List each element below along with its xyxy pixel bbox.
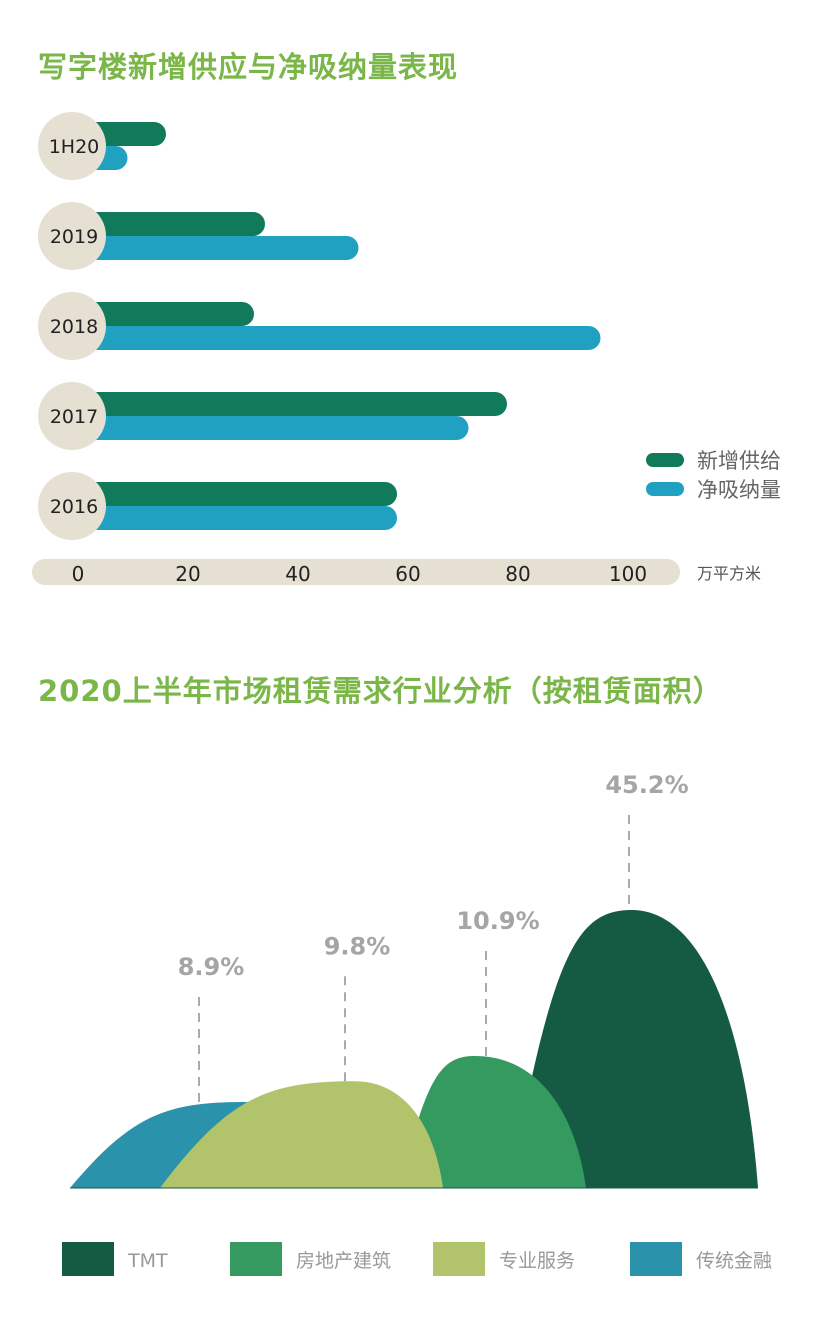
x-axis-band	[32, 559, 680, 585]
chart1-title: 写字楼新增供应与净吸纳量表现	[38, 50, 459, 84]
x-tick-label: 40	[285, 562, 310, 586]
legend-swatch	[646, 453, 684, 467]
legend-swatch	[646, 482, 684, 496]
legend-swatch	[62, 1242, 114, 1276]
category-label: 2016	[50, 496, 98, 518]
bar-supply	[95, 482, 397, 506]
category-badge	[38, 292, 106, 360]
legend-swatch	[630, 1242, 682, 1276]
legend-label: 房地产建筑	[296, 1250, 391, 1272]
value-label: 8.9%	[178, 953, 245, 981]
value-label: 10.9%	[456, 907, 539, 935]
bar-absorption	[95, 326, 601, 350]
mountain-3	[510, 910, 758, 1188]
value-label: 45.2%	[605, 771, 688, 799]
category-label: 1H20	[49, 136, 100, 158]
legend-label: TMT	[127, 1250, 168, 1272]
legend-label: 新增供给	[697, 449, 781, 473]
legend-label: 净吸纳量	[697, 478, 781, 502]
category-badge	[38, 382, 106, 450]
bar-supply	[95, 392, 507, 416]
x-tick-label: 80	[505, 562, 530, 586]
category-label: 2017	[50, 406, 98, 428]
bar-absorption	[95, 236, 359, 260]
bar-supply	[95, 212, 265, 236]
legend-label: 传统金融	[696, 1250, 772, 1272]
x-axis-unit: 万平方米	[697, 564, 761, 583]
value-label: 9.8%	[324, 932, 391, 960]
bar-absorption	[95, 506, 397, 530]
bar-absorption	[95, 416, 469, 440]
category-badge	[38, 202, 106, 270]
category-label: 2018	[50, 316, 98, 338]
x-tick-label: 20	[175, 562, 200, 586]
chart2-title: 2020上半年市场租赁需求行业分析（按租赁面积）	[38, 674, 723, 708]
category-badge	[38, 472, 106, 540]
legend-swatch	[230, 1242, 282, 1276]
legend-swatch	[433, 1242, 485, 1276]
x-tick-label: 60	[395, 562, 420, 586]
category-label: 2019	[50, 226, 98, 248]
bar-supply	[95, 302, 254, 326]
x-tick-label: 0	[72, 562, 85, 586]
legend-label: 专业服务	[499, 1250, 575, 1272]
mountain-2	[400, 1056, 586, 1188]
category-badge	[38, 112, 106, 180]
x-tick-label: 100	[609, 562, 647, 586]
mountain-1	[160, 1081, 443, 1188]
